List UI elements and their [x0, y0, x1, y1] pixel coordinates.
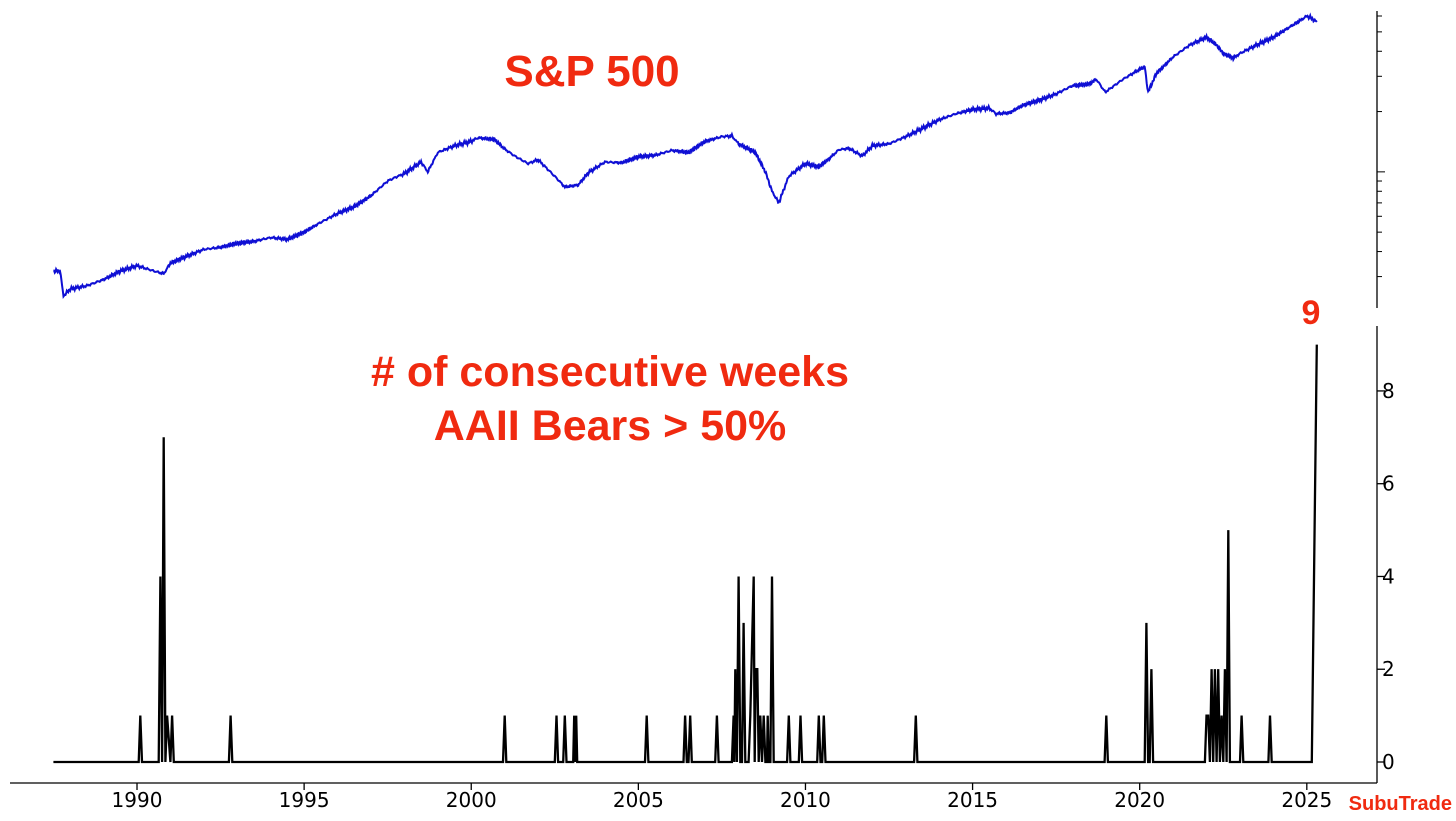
aaii-series-line	[53, 344, 1318, 764]
y-tick-label: 8	[1382, 379, 1395, 403]
x-tick-label: 2025	[1281, 788, 1332, 812]
sp500-series-line	[53, 12, 1318, 299]
x-tick-label: 2010	[780, 788, 831, 812]
peak-annotation: 9	[1302, 294, 1321, 332]
y-tick-label: 0	[1382, 750, 1395, 774]
x-axis-ticks: 1990 1995 2000 2005 2010 2015 2020 2025	[112, 783, 1332, 812]
y-tick-label: 4	[1382, 564, 1395, 588]
x-tick-label: 2020	[1114, 788, 1165, 812]
sp500-y-ticks	[1377, 15, 1385, 278]
aaii-title-line-2: AAII Bears > 50%	[434, 402, 787, 450]
x-tick-label: 2005	[613, 788, 664, 812]
sp500-panel: S&P 500	[53, 11, 1385, 308]
aaii-y-ticks: 0 2 4 6 8	[1377, 379, 1395, 774]
y-tick-label: 6	[1382, 472, 1395, 496]
x-tick-label: 1990	[112, 788, 163, 812]
aaii-panel: 0 2 4 6 8 1990 1995 2000 2005 2010 2015 2020 2025 #…	[10, 294, 1395, 812]
y-tick-label: 2	[1382, 657, 1395, 681]
brand-watermark: SubuTrade	[1349, 793, 1452, 815]
x-tick-label: 2000	[446, 788, 497, 812]
aaii-title-line-1: # of consecutive weeks	[371, 348, 849, 396]
sp500-title: S&P 500	[504, 47, 679, 96]
x-tick-label: 1995	[279, 788, 330, 812]
x-tick-label: 2015	[947, 788, 998, 812]
